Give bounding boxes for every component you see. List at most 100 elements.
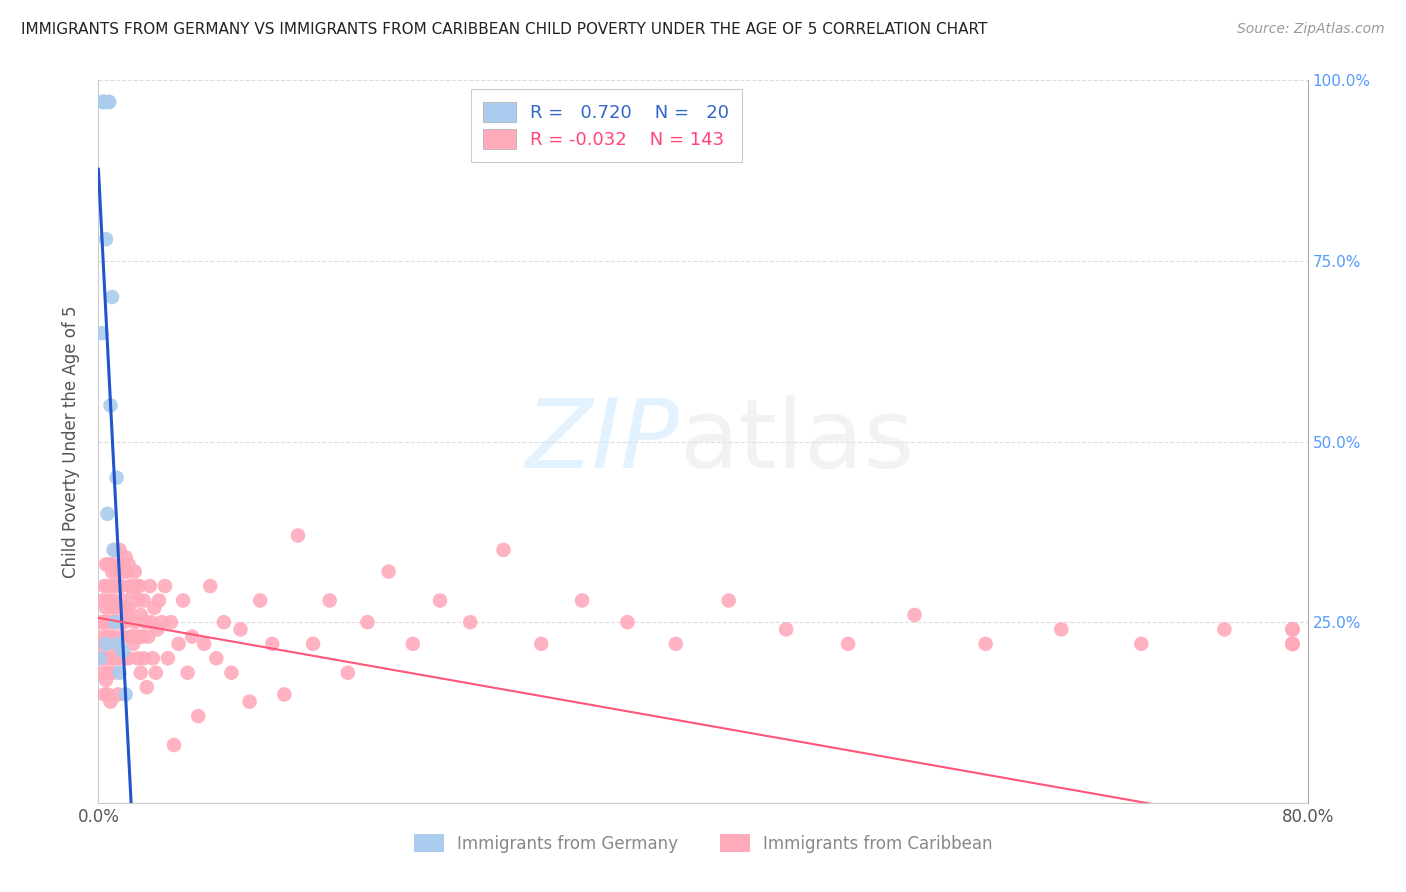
Point <box>103 542 125 557</box>
Point <box>143 600 166 615</box>
Point <box>94 600 117 615</box>
Point <box>132 651 155 665</box>
Point <box>148 593 170 607</box>
Point <box>107 615 129 630</box>
Point <box>181 630 204 644</box>
Point <box>239 695 262 709</box>
Point <box>139 579 162 593</box>
Point <box>108 542 131 557</box>
Point <box>107 651 129 665</box>
Point <box>96 507 118 521</box>
Point <box>187 709 209 723</box>
Point <box>135 680 157 694</box>
Point <box>104 615 127 630</box>
Point <box>150 615 173 630</box>
Point <box>96 615 118 630</box>
Point <box>100 579 122 593</box>
Text: atlas: atlas <box>679 395 914 488</box>
Point <box>127 593 149 607</box>
Point <box>717 593 740 607</box>
Point <box>429 593 451 607</box>
Point <box>120 630 142 644</box>
Point <box>103 665 125 680</box>
Point <box>121 579 143 593</box>
Point <box>1281 637 1303 651</box>
Point <box>105 565 128 579</box>
Point <box>1281 623 1303 637</box>
Point <box>98 665 121 680</box>
Point <box>775 623 797 637</box>
Point <box>124 565 146 579</box>
Point <box>129 665 152 680</box>
Point <box>122 637 145 651</box>
Point <box>105 600 128 615</box>
Point <box>122 586 145 600</box>
Point <box>571 593 593 607</box>
Point <box>153 579 176 593</box>
Point <box>128 579 150 593</box>
Point <box>1281 637 1303 651</box>
Point <box>121 630 143 644</box>
Point <box>1281 637 1303 651</box>
Point <box>249 593 271 607</box>
Point <box>107 687 129 701</box>
Point <box>120 579 142 593</box>
Point <box>530 637 553 651</box>
Point <box>377 565 399 579</box>
Point <box>98 558 121 572</box>
Point <box>136 630 159 644</box>
Point <box>98 630 121 644</box>
Point <box>402 637 425 651</box>
Point <box>91 95 114 109</box>
Point <box>205 651 228 665</box>
Point <box>112 565 135 579</box>
Point <box>1213 623 1236 637</box>
Point <box>132 593 155 607</box>
Point <box>98 593 121 607</box>
Legend: Immigrants from Germany, Immigrants from Caribbean: Immigrants from Germany, Immigrants from… <box>406 828 1000 860</box>
Point <box>336 665 359 680</box>
Point <box>93 687 115 701</box>
Point <box>118 600 141 615</box>
Point <box>1281 623 1303 637</box>
Point <box>101 565 124 579</box>
Point <box>229 623 252 637</box>
Point <box>115 607 138 622</box>
Text: IMMIGRANTS FROM GERMANY VS IMMIGRANTS FROM CARIBBEAN CHILD POVERTY UNDER THE AGE: IMMIGRANTS FROM GERMANY VS IMMIGRANTS FR… <box>21 22 987 37</box>
Point <box>107 637 129 651</box>
Point <box>142 651 165 665</box>
Point <box>90 651 112 665</box>
Point <box>287 528 309 542</box>
Point <box>89 637 111 651</box>
Point <box>94 558 117 572</box>
Point <box>90 326 112 340</box>
Point <box>131 630 153 644</box>
Point <box>124 615 146 630</box>
Point <box>221 665 243 680</box>
Point <box>665 637 688 651</box>
Point <box>172 593 194 607</box>
Point <box>101 600 124 615</box>
Point <box>101 637 124 651</box>
Point <box>111 593 134 607</box>
Point <box>96 579 118 593</box>
Point <box>273 687 295 701</box>
Point <box>98 95 121 109</box>
Point <box>93 95 115 109</box>
Point <box>212 615 235 630</box>
Point <box>163 738 186 752</box>
Point <box>108 665 131 680</box>
Point <box>110 579 132 593</box>
Point <box>114 651 136 665</box>
Point <box>108 615 131 630</box>
Point <box>1281 637 1303 651</box>
Point <box>118 558 141 572</box>
Point <box>90 615 112 630</box>
Point <box>111 630 134 644</box>
Point <box>129 607 152 622</box>
Point <box>974 637 997 651</box>
Point <box>302 637 325 651</box>
Point <box>105 470 128 484</box>
Text: ZIP: ZIP <box>524 395 679 488</box>
Point <box>110 651 132 665</box>
